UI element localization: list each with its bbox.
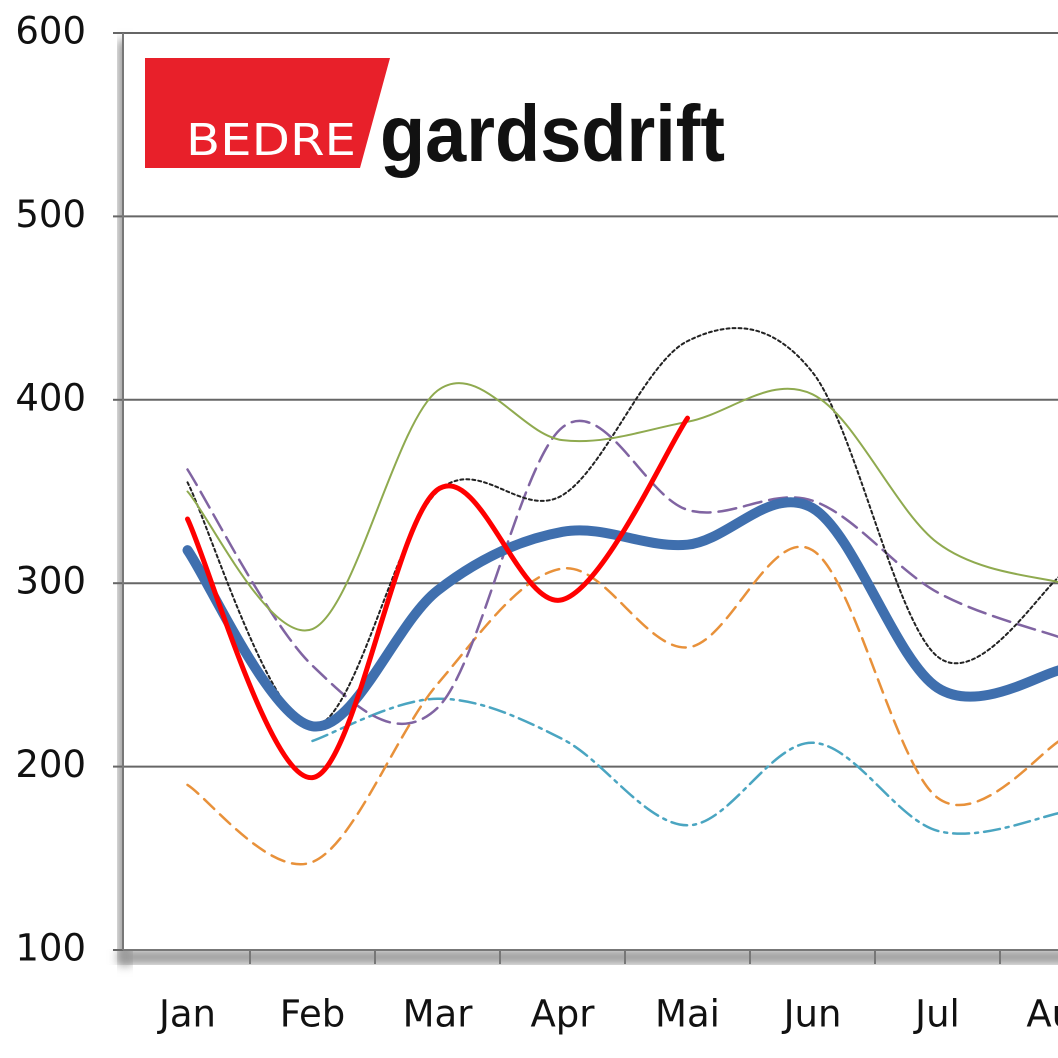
plot-area [123, 33, 1058, 950]
x-tick-label: Jul [913, 993, 960, 1036]
y-tick-label: 400 [15, 376, 86, 419]
x-tick-label: Mar [403, 993, 474, 1036]
logo-right: gardsdrift [380, 89, 725, 178]
series-line [185, 415, 690, 781]
logo-left: BEDRE [186, 115, 356, 166]
shadow-bottom [118, 950, 1058, 964]
x-tick-label: Jun [782, 993, 842, 1036]
logo-box [145, 58, 390, 168]
lines [182, 327, 1058, 866]
series-line [311, 697, 1058, 835]
y-tick-label: 200 [15, 743, 86, 786]
axes: 100 200 300 400 500 600 Jan Feb Mar Apr Mai Jun Jul A… [15, 10, 1058, 1036]
x-tick-label: Aug [1026, 993, 1058, 1036]
series-line [186, 419, 1058, 726]
y-tick-label: 300 [15, 560, 86, 603]
x-tick-label: Feb [280, 993, 346, 1036]
series-line [186, 545, 1058, 866]
y-tick-label: 600 [15, 10, 86, 53]
x-tick-label: Apr [530, 993, 595, 1036]
x-tick-label: Mai [655, 993, 720, 1036]
series-line [186, 382, 1058, 632]
y-tick-label: 500 [15, 193, 86, 236]
x-tick-label: Jan [157, 993, 216, 1036]
y-tick-label: 100 [15, 927, 86, 970]
logo: BEDRE gardsdrift [145, 58, 725, 178]
